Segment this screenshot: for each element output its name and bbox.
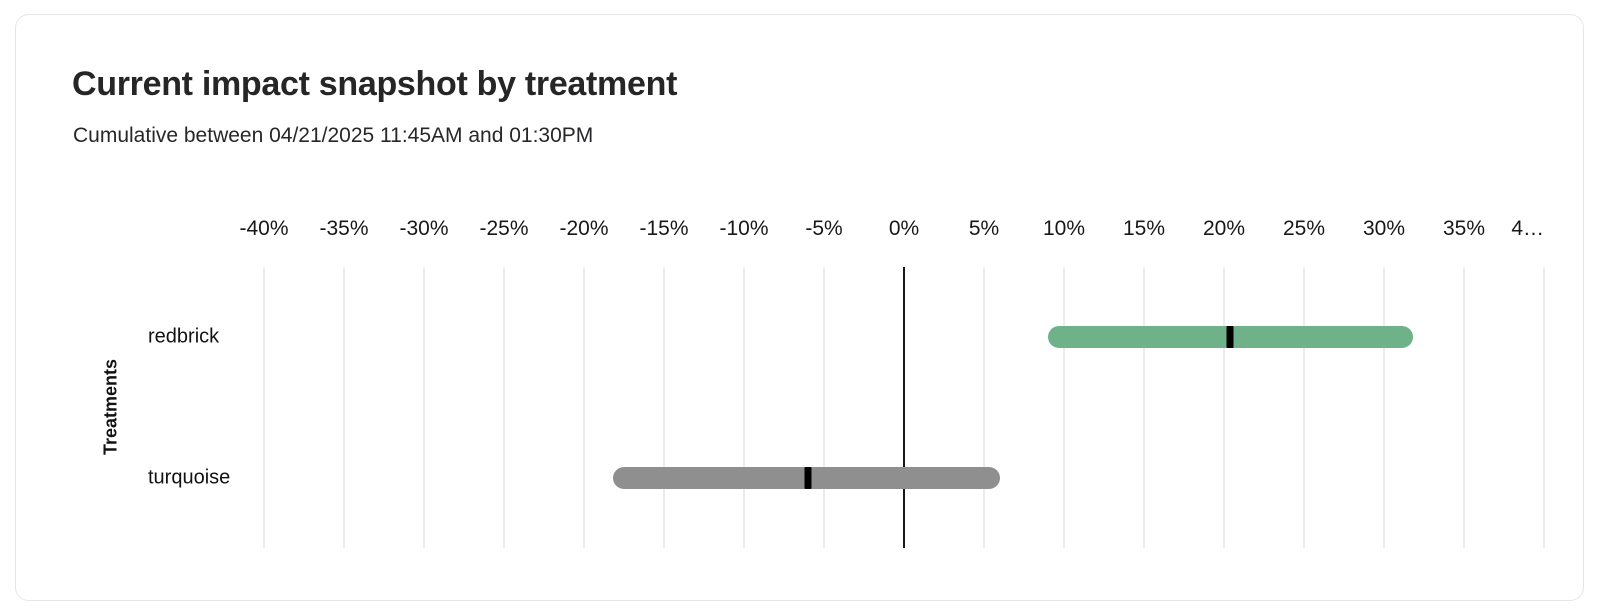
impact-snapshot-card: Current impact snapshot by treatment Cum…	[15, 14, 1584, 601]
x-tick-label--30: -30%	[399, 217, 449, 240]
x-tick-label--25: -25%	[479, 217, 529, 240]
y-axis-title: Treatments	[100, 358, 121, 456]
x-tick-label-15: 15%	[1122, 217, 1166, 240]
gridline-5	[983, 267, 985, 548]
gridline--5	[823, 267, 825, 548]
category-label-redbrick: redbrick	[148, 325, 220, 348]
x-tick-label-20: 20%	[1202, 217, 1246, 240]
x-tick-label-40: 4…	[1511, 217, 1544, 240]
category-labels: redbrick turquoise	[148, 267, 260, 548]
x-tick-label-30: 30%	[1362, 217, 1406, 240]
gridline-20	[1223, 267, 1225, 548]
x-tick-label--35: -35%	[319, 217, 369, 240]
gridline-35	[1463, 267, 1465, 548]
plot-area	[263, 267, 1545, 548]
point-estimate-marker-redbrick	[1226, 326, 1234, 349]
gridline--35	[343, 267, 345, 548]
page-title: Current impact snapshot by treatment	[72, 65, 678, 103]
x-tick-label-25: 25%	[1282, 217, 1326, 240]
x-tick-label--15: -15%	[639, 217, 689, 240]
gridline-15	[1143, 267, 1145, 548]
gridline--40	[263, 267, 265, 548]
zero-line	[903, 267, 905, 548]
x-axis-tick-labels: -40% -35% -30% -25% -20% -15% -10% -5% 0% 5% 10% 15…	[239, 217, 1544, 245]
gridline--20	[583, 267, 585, 548]
gridline--10	[743, 267, 745, 548]
gridline-25	[1303, 267, 1305, 548]
gridline-30	[1383, 267, 1385, 548]
gridline--25	[503, 267, 505, 548]
gridline--15	[663, 267, 665, 548]
x-tick-label--40: -40%	[239, 217, 289, 240]
gridline--30	[423, 267, 425, 548]
x-tick-label-5: 5%	[968, 217, 1000, 240]
x-tick-label--5: -5%	[805, 217, 843, 240]
gridline-10	[1063, 267, 1065, 548]
point-estimate-marker-turquoise	[804, 466, 812, 489]
x-tick-label-35: 35%	[1442, 217, 1486, 240]
gridline-40	[1543, 267, 1545, 548]
chart-subtitle: Cumulative between 04/21/2025 11:45AM an…	[73, 124, 594, 147]
x-tick-label-10: 10%	[1042, 217, 1086, 240]
x-tick-label--20: -20%	[559, 217, 609, 240]
x-tick-label--10: -10%	[719, 217, 769, 240]
category-label-turquoise: turquoise	[148, 466, 231, 489]
x-tick-label-0: 0%	[888, 217, 920, 240]
